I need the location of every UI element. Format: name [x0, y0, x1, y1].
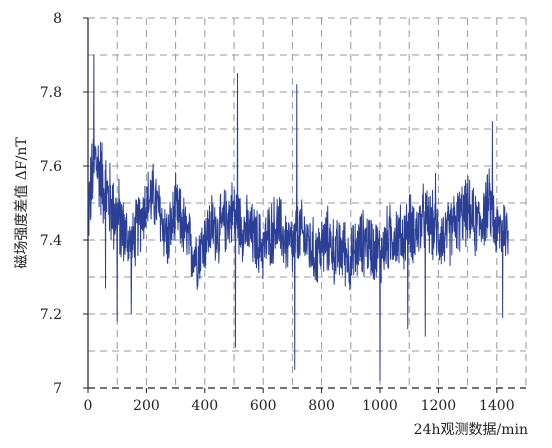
- y-axis-label: 磁场强度差值 ΔF/nT: [14, 137, 30, 269]
- series: [87, 54, 509, 382]
- x-axis-label: 24h观测数据/min: [414, 422, 528, 438]
- x-tick-label: 800: [308, 398, 335, 414]
- x-tick-label: 600: [250, 398, 277, 414]
- y-tick-label: 7: [53, 381, 62, 397]
- y-tick-label: 7.8: [40, 85, 62, 101]
- x-tick-label: 1200: [421, 398, 457, 414]
- tick-labels: 0 200 400 600 800 1000 1200 1400 7 7.2 7.4 7.6 7.8 8: [40, 11, 515, 414]
- y-tick-label: 7.4: [40, 233, 62, 249]
- x-tick-label: 1000: [362, 398, 398, 414]
- x-tick-label: 0: [84, 398, 93, 414]
- y-tick-label: 7.6: [40, 159, 62, 175]
- y-tick-label: 8: [53, 11, 62, 27]
- x-tick-label: 200: [133, 398, 160, 414]
- x-tick-label: 400: [191, 398, 218, 414]
- series-line: [87, 54, 509, 382]
- y-tick-label: 7.2: [40, 307, 62, 323]
- x-tick-label: 1400: [479, 398, 515, 414]
- axes: [83, 17, 526, 393]
